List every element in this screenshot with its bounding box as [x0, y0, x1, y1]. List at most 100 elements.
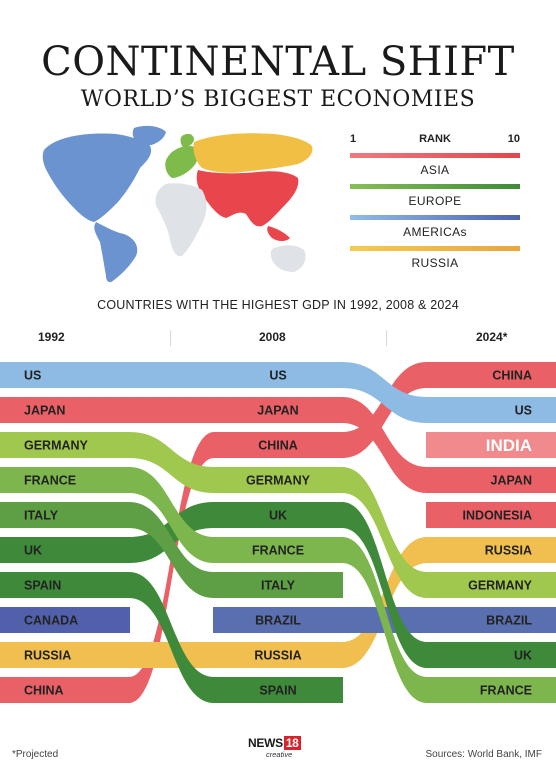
flow-uk-0	[129, 502, 214, 563]
bar-france-0	[0, 467, 130, 493]
label-uk-1992: UK	[24, 544, 42, 558]
map-north-america	[42, 133, 152, 222]
bar-germany-2	[426, 572, 556, 598]
bar-russia-0	[0, 642, 130, 668]
label-russia-2008: RUSSIA	[254, 649, 301, 663]
map-australia	[270, 245, 306, 272]
label-japan-2024: JAPAN	[491, 474, 532, 488]
label-us-2024: US	[515, 404, 532, 418]
bar-italy-0	[0, 502, 130, 528]
band-china	[0, 362, 556, 703]
bar-china-0	[0, 677, 130, 703]
label-italy-2008: ITALY	[261, 579, 296, 593]
map-greenland	[132, 125, 166, 146]
map-russia	[193, 133, 313, 173]
label-china-1992: CHINA	[24, 684, 64, 698]
label-germany-2008: GERMANY	[246, 474, 311, 488]
legend-bar-europe	[350, 184, 520, 189]
band-russia	[0, 537, 556, 668]
map-asia	[196, 170, 299, 227]
flow-china-0	[129, 432, 214, 703]
bar-indonesia-2	[426, 502, 556, 528]
sources: Sources: World Bank, IMF	[425, 749, 542, 760]
bar-india-2	[426, 432, 556, 458]
year-header-2024: 2024*	[476, 330, 508, 344]
bar-spain-0	[0, 572, 130, 598]
label-france-2024: FRANCE	[480, 684, 532, 698]
bar-japan-1	[213, 397, 343, 423]
band-us	[0, 362, 556, 423]
flow-germany-0	[129, 432, 214, 493]
bar-uk-1	[213, 502, 343, 528]
bar-uk-2	[426, 642, 556, 668]
legend-bar-russia	[350, 246, 520, 251]
footnote: *Projected	[12, 749, 59, 760]
label-india-2024: INDIA	[486, 436, 532, 455]
flow-france-0	[129, 467, 214, 563]
label-us-2008: US	[269, 369, 286, 383]
bump-chart: US US US JAPAN JAPAN JAPAN GERMANY GERMANY GERMA…	[0, 362, 556, 703]
chart-heading: COUNTRIES WITH THE HIGHEST GDP IN 1992, …	[97, 298, 459, 312]
label-germany-1992: GERMANY	[24, 439, 89, 453]
year-header-1992: 1992	[38, 330, 65, 344]
label-china-2008: CHINA	[258, 439, 298, 453]
label-us-1992: US	[24, 369, 41, 383]
label-france-1992: FRANCE	[24, 474, 76, 488]
year-header-2008: 2008	[259, 330, 286, 344]
label-brazil-2008: BRAZIL	[255, 614, 301, 628]
label-uk-2024: UK	[514, 649, 532, 663]
label-china-2024: CHINA	[492, 369, 532, 383]
flow-germany-1	[342, 467, 427, 598]
label-brazil-2024: BRAZIL	[486, 614, 532, 628]
bar-germany-1	[213, 467, 343, 493]
band-india	[426, 432, 556, 458]
bar-japan-0	[0, 397, 130, 423]
header-divider-1	[170, 330, 171, 346]
label-uk-2008: UK	[269, 509, 287, 523]
bar-italy-1	[213, 572, 343, 598]
bar-china-1	[213, 432, 343, 458]
band-indonesia	[426, 502, 556, 528]
legend-bar-americas	[350, 215, 520, 220]
label-japan-2008: JAPAN	[257, 404, 298, 418]
map-europe	[165, 145, 199, 178]
legend-bar-asia	[350, 153, 520, 158]
flow-italy-0	[129, 502, 214, 598]
bar-brazil-1	[213, 607, 343, 633]
bar-uk-0	[0, 537, 130, 563]
rank-legend: 1 RANK 10 ASIA EUROPE AMERICAs RUSSIA	[350, 133, 520, 270]
band-france	[0, 467, 556, 703]
bar-japan-2	[426, 467, 556, 493]
legend-label-russia: RUSSIA	[411, 256, 459, 270]
world-map	[42, 125, 313, 283]
flow-france-1	[342, 537, 427, 703]
band-spain	[0, 572, 343, 703]
flow-us-1	[342, 362, 427, 423]
band-germany	[0, 432, 556, 598]
bar-brazil-2	[426, 607, 556, 633]
label-russia-2024: RUSSIA	[485, 544, 532, 558]
legend-rank-min: 1	[350, 133, 357, 145]
label-spain-1992: SPAIN	[24, 579, 61, 593]
bar-russia-1	[213, 642, 343, 668]
band-japan	[0, 397, 556, 493]
label-germany-2024: GERMANY	[468, 579, 533, 593]
flow-us-0	[129, 362, 214, 388]
legend-rank-label: RANK	[419, 133, 451, 145]
flow-japan-0	[129, 397, 214, 423]
label-france-2008: FRANCE	[252, 544, 304, 558]
flow-spain-0	[129, 572, 214, 703]
map-africa	[155, 183, 207, 257]
legend-label-europe: EUROPE	[408, 194, 462, 208]
bar-germany-0	[0, 432, 130, 458]
map-scandinavia	[180, 133, 194, 147]
bar-us-1	[213, 362, 343, 388]
band-uk	[0, 502, 556, 668]
logo-wordmark: NEWS 18	[248, 736, 301, 750]
label-italy-1992: ITALY	[24, 509, 59, 523]
header-divider-2	[386, 330, 387, 346]
map-southeast-asia	[267, 226, 290, 241]
flow-uk-1	[342, 502, 427, 668]
label-indonesia-2024: INDONESIA	[463, 509, 532, 523]
bar-canada-0	[0, 607, 130, 633]
